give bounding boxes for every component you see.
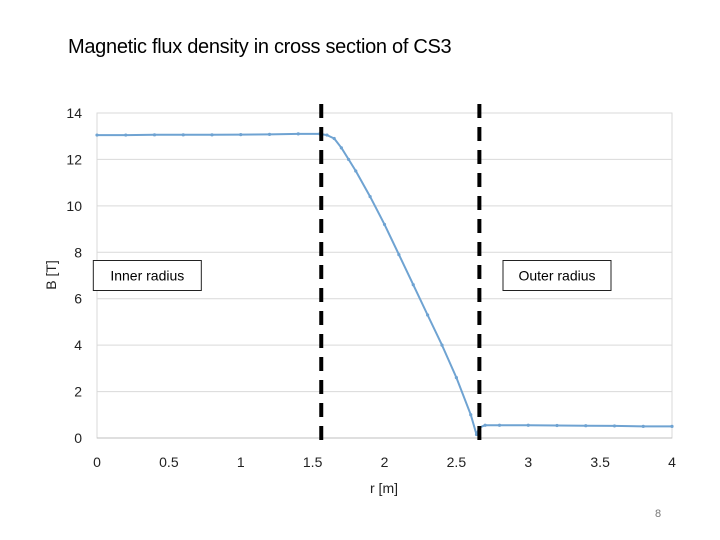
data-point [239, 132, 243, 137]
data-point [346, 157, 351, 162]
data-point [474, 432, 479, 437]
y-tick-labels: 0 2 4 6 8 10 12 14 [66, 105, 82, 446]
data-point [152, 133, 157, 137]
x-tick-label: 3.5 [590, 454, 610, 470]
data-point [526, 423, 530, 427]
annotation-box [92, 260, 202, 291]
data-point [332, 136, 336, 141]
data-point [469, 413, 473, 417]
slide-title: Magnetic flux density in cross section o… [68, 36, 452, 58]
x-tick-label: 1.5 [303, 454, 323, 470]
annotation-label: Inner radius [110, 268, 184, 284]
data-point [397, 253, 401, 257]
x-axis-title: r [m] [370, 480, 398, 496]
x-tick-label: 0 [93, 454, 101, 470]
annotations: Inner radius Outer radius [92, 260, 612, 291]
data-point [440, 343, 444, 347]
data-point [483, 423, 487, 427]
data-point [382, 222, 387, 227]
y-axis-title: B [T] [43, 260, 59, 290]
data-point [124, 133, 128, 137]
data-point [612, 424, 617, 428]
y-tick-label: 4 [74, 337, 82, 353]
y-tick-label: 10 [66, 198, 82, 214]
grid-lines [97, 112, 672, 439]
data-point [339, 146, 343, 150]
x-tick-label: 2.5 [447, 454, 467, 470]
series-line-0 [97, 132, 672, 436]
x-tick-label: 1 [237, 454, 245, 470]
boundary-lines [319, 104, 482, 446]
y-tick-label: 0 [74, 430, 82, 446]
data-point [368, 194, 372, 199]
y-tick-label: 14 [66, 105, 82, 121]
data-point [181, 133, 185, 137]
data-point [296, 132, 300, 136]
data-point [95, 133, 99, 137]
y-tick-label: 12 [66, 151, 82, 167]
page-number: 8 [655, 508, 662, 520]
x-tick-label: 2 [381, 454, 389, 470]
x-tick-label: 4 [668, 454, 676, 470]
data-point [426, 313, 430, 317]
y-tick-label: 8 [74, 244, 82, 260]
x-tick-label: 3 [524, 454, 532, 470]
data-point [354, 169, 358, 173]
annotation-box [502, 260, 612, 291]
data-point [267, 132, 272, 136]
y-tick-label: 6 [74, 291, 82, 307]
x-tick-labels: 0 0.5 1 1.5 2 2.5 3 3.5 4 [93, 454, 676, 470]
x-tick-label: 0.5 [159, 454, 179, 470]
data-point [454, 376, 458, 380]
data-point [555, 423, 559, 428]
data-point [210, 133, 214, 137]
data-point [584, 424, 588, 428]
data-point [670, 424, 674, 428]
y-tick-label: 2 [74, 384, 82, 400]
data-point [497, 423, 502, 427]
series-layer [95, 132, 674, 437]
data-point [641, 424, 645, 428]
data-point [325, 133, 329, 137]
data-point [411, 283, 415, 287]
annotation-label: Outer radius [518, 268, 595, 284]
